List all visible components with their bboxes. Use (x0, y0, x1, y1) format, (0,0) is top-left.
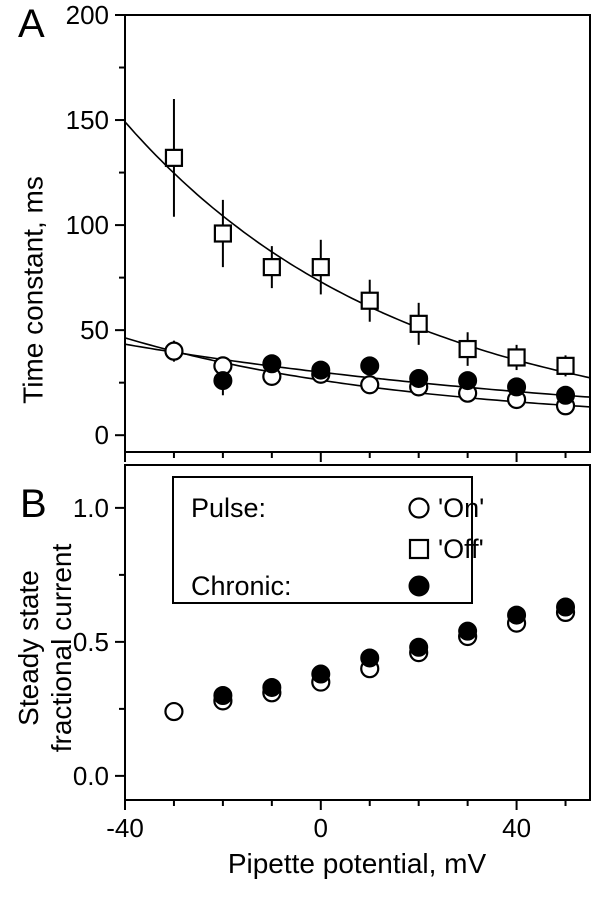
square-open-marker (262, 258, 281, 277)
circle-filled-marker (556, 385, 576, 405)
panel-B-ticks: -40 0 40 0.0 0.5 1.0 (73, 493, 567, 843)
circle-filled-marker (213, 685, 233, 705)
circle-open-marker (360, 375, 380, 395)
square-open-marker (409, 314, 428, 333)
panel-A-ticks: 0 50 100 150 200 (66, 0, 567, 462)
errorbars-pulse-off (172, 99, 567, 377)
panel-B: -40 0 40 0.0 0.5 1.0 (73, 464, 591, 843)
x-tick-label: 0 (314, 813, 328, 843)
circle-filled-marker (458, 371, 478, 391)
panel-b-y-axis-title: Steady state fractional current (12, 544, 78, 753)
x-tick-label: -40 (106, 813, 144, 843)
y-tick-label: 150 (66, 105, 109, 135)
square-open-marker (164, 148, 184, 167)
x-axis-title: Pipette potential, mV (227, 848, 487, 879)
panel-B-frame (124, 464, 591, 801)
y-tick-label: 100 (66, 210, 109, 240)
square-open-marker (507, 348, 526, 367)
square-open-marker (556, 356, 575, 375)
y-tick-label: 1.0 (73, 493, 109, 523)
square-open-marker (311, 258, 330, 277)
circle-filled-marker (311, 664, 331, 684)
y-tick-label: 0.0 (73, 761, 109, 791)
panel-b-y-axis-title-line1: Steady state (12, 570, 44, 726)
circle-filled-marker (262, 354, 282, 374)
panel-A-frame (124, 14, 591, 453)
series-pulse-off (164, 148, 575, 375)
legend-on-label: 'On' (438, 493, 485, 523)
legend-pulse-label: Pulse: (191, 493, 267, 523)
circle-open-marker (164, 341, 184, 361)
x-tick-label: 40 (502, 813, 531, 843)
panel-a-y-axis-title: Time constant, ms (17, 176, 49, 404)
legend-off-label: 'Off' (438, 534, 484, 564)
legend (172, 476, 473, 604)
square-open-marker (458, 339, 477, 359)
circle-filled-marker (262, 677, 282, 697)
circle-filled-marker (408, 575, 430, 597)
panel-b-y-axis-title-line2: fractional current (46, 543, 77, 753)
circle-filled-marker (360, 356, 380, 376)
circle-filled-marker (409, 368, 429, 388)
circle-filled-marker (409, 637, 429, 657)
circle-filled-marker (556, 597, 576, 617)
panel-A: 0 50 100 150 200 (66, 0, 591, 462)
circle-filled-marker (458, 621, 478, 641)
y-tick-label: 50 (80, 315, 109, 345)
fit-curve-pulse-off (124, 121, 591, 379)
panel-b-label: B (20, 482, 47, 526)
circle-open-marker (408, 497, 430, 519)
panel-a-label: A (18, 2, 45, 46)
circle-filled-marker (507, 605, 527, 625)
circle-filled-marker (360, 648, 380, 668)
circle-filled-marker (507, 377, 527, 397)
y-tick-label: 0.5 (73, 627, 109, 657)
circle-filled-marker (213, 371, 233, 391)
square-open-marker (408, 538, 430, 560)
circle-filled-marker (311, 360, 331, 380)
legend-chronic-label: Chronic: (191, 571, 292, 601)
series-chronic (213, 597, 576, 705)
square-open-marker (213, 224, 232, 243)
y-tick-label: 0 (95, 420, 109, 450)
square-open-marker (360, 291, 379, 310)
legend-box (172, 476, 473, 604)
series-chronic (213, 354, 576, 405)
y-tick-label: 200 (66, 0, 109, 30)
circle-open-marker (164, 701, 184, 722)
